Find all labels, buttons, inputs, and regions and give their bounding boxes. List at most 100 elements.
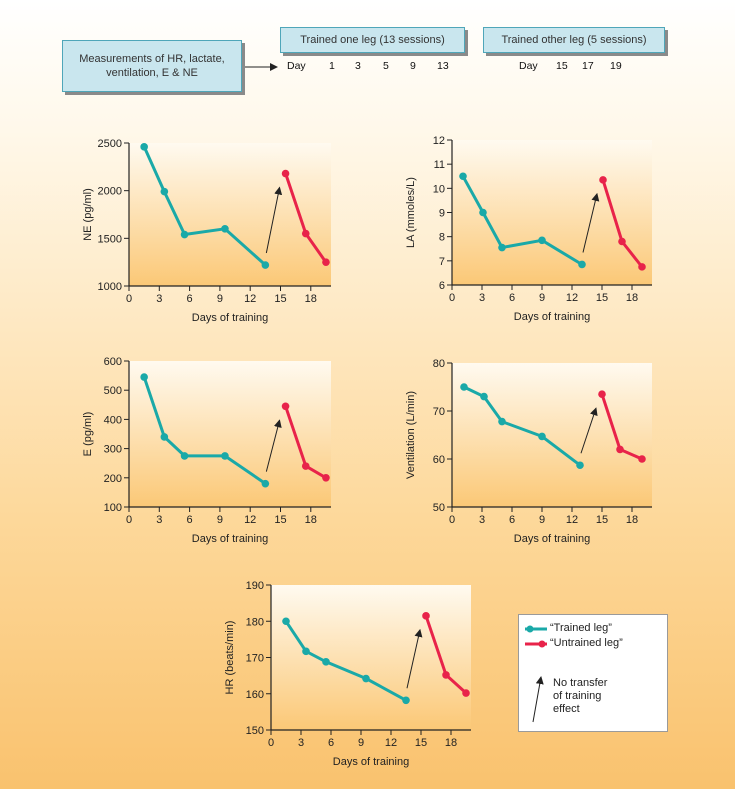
hr-x-tick-label: 3 <box>298 737 304 749</box>
e-trained-point <box>221 452 229 460</box>
day-17: 17 <box>582 60 594 72</box>
ve-x-tick-label: 12 <box>566 514 578 526</box>
ve-untrained-point <box>616 445 624 454</box>
legend-note-line-3: effect <box>553 703 580 715</box>
ne-trained-point <box>261 261 270 269</box>
measurements-box-label: Measurements of HR, lactate, ventilation… <box>79 53 225 79</box>
ve-untrained-point <box>598 390 606 399</box>
e-y-tick-label: 400 <box>104 414 122 426</box>
legend-note-line-1: No transfer <box>553 677 608 689</box>
hr-x-tick-label: 18 <box>445 737 457 749</box>
hr-y-tick-label: 170 <box>246 653 264 665</box>
legend-trained-label: “Trained leg” <box>550 622 612 634</box>
ne-x-tick-label: 3 <box>156 293 162 305</box>
ve-x-tick-label: 6 <box>509 514 515 526</box>
day-3: 3 <box>355 60 361 72</box>
ve-trained-point <box>480 392 488 401</box>
la-y-tick-label: 8 <box>439 232 445 244</box>
trained-one-leg-label: Trained one leg (13 sessions) <box>300 34 445 46</box>
ne-y-tick-label: 1500 <box>98 233 122 245</box>
day-5: 5 <box>383 60 389 72</box>
ne-x-axis-label: Days of training <box>192 312 268 324</box>
hr-transfer-arrow <box>406 628 423 689</box>
la-y-tick-label: 7 <box>439 256 445 268</box>
la-x-tick-label: 6 <box>509 292 515 304</box>
ne-trained-point <box>140 143 148 151</box>
legend-trained-marker <box>526 625 534 633</box>
la-trained-point <box>459 172 467 181</box>
la-untrained-point <box>618 237 626 246</box>
la-y-tick-label: 11 <box>434 159 445 171</box>
la-x-tick-label: 12 <box>566 292 578 304</box>
hr-trained-point <box>362 674 370 683</box>
ne-y-tick-label: 1000 <box>98 281 122 293</box>
day-1: 1 <box>329 60 335 72</box>
e-x-tick-label: 3 <box>156 514 162 526</box>
ve-untrained-point <box>638 455 646 463</box>
ne-plot-area <box>129 143 331 286</box>
la-y-tick-label: 12 <box>433 135 445 147</box>
la-y-tick-label: 6 <box>439 280 445 292</box>
hr-x-tick-label: 0 <box>268 737 274 749</box>
trained-other-leg-label: Trained other leg (5 sessions) <box>501 34 647 46</box>
ne-y-tick-label: 2500 <box>98 138 122 150</box>
la-untrained-point <box>599 176 607 184</box>
e-untrained-point <box>301 462 310 470</box>
ne-untrained-point <box>281 169 290 178</box>
ve-trained-point <box>538 432 546 441</box>
hr-y-tick-label: 180 <box>246 616 264 628</box>
e-trained-point <box>140 373 148 381</box>
ne-x-tick-label: 9 <box>217 293 223 305</box>
day-9: 9 <box>410 60 416 72</box>
ve-trained-point <box>576 461 584 470</box>
e-trained-point <box>261 479 270 488</box>
la-untrained-point <box>638 263 646 271</box>
e-trained-point <box>180 452 189 460</box>
legend-note-line-2: of training <box>553 690 602 702</box>
la-transfer-arrow <box>582 192 600 253</box>
legend-arrow <box>532 676 544 723</box>
day-13: 13 <box>437 60 449 72</box>
ve-x-tick-label: 0 <box>449 514 455 526</box>
e-x-tick-label: 9 <box>217 514 223 526</box>
ne-y-axis-label: NE (pg/ml) <box>82 188 94 241</box>
la-y-tick-label: 10 <box>433 183 445 195</box>
hr-x-tick-label: 12 <box>385 737 397 749</box>
e-y-axis-label: E (pg/ml) <box>82 412 94 457</box>
ve-x-tick-label: 9 <box>539 514 545 526</box>
ne-trained-point <box>221 225 229 233</box>
e-y-tick-label: 200 <box>104 473 122 485</box>
ve-trained-point <box>460 383 468 391</box>
day-row-2: Day 15 17 19 <box>519 60 639 74</box>
hr-trained-point <box>302 647 310 656</box>
ne-x-tick-label: 6 <box>187 293 193 305</box>
day-label-2: Day <box>519 60 538 72</box>
e-untrained-point <box>281 402 290 411</box>
la-x-axis-label: Days of training <box>514 311 590 323</box>
la-x-tick-label: 3 <box>479 292 485 304</box>
hr-trained-point <box>402 696 410 705</box>
ne-x-tick-label: 12 <box>244 293 256 305</box>
la-y-tick-label: 9 <box>439 208 445 220</box>
ve-x-axis-label: Days of training <box>514 533 590 545</box>
ve-y-tick-label: 60 <box>433 454 445 466</box>
legend-graphics <box>525 625 547 723</box>
hr-trained-point <box>282 617 290 626</box>
e-y-tick-label: 500 <box>104 385 122 397</box>
trained-one-leg-box: Trained one leg (13 sessions) <box>280 27 465 53</box>
hr-untrained-point <box>422 612 430 620</box>
hr-trained-point <box>322 658 330 666</box>
day-15: 15 <box>556 60 568 72</box>
e-x-tick-label: 15 <box>274 514 286 526</box>
ve-trained-point <box>498 417 506 426</box>
ne-trained-point <box>160 187 169 196</box>
la-x-tick-label: 18 <box>626 292 638 304</box>
ve-x-tick-label: 15 <box>596 514 608 526</box>
la-trained-point <box>538 236 546 245</box>
ne-untrained-point <box>301 229 310 238</box>
e-trained-point <box>160 433 169 441</box>
ve-transfer-arrow <box>580 407 598 454</box>
